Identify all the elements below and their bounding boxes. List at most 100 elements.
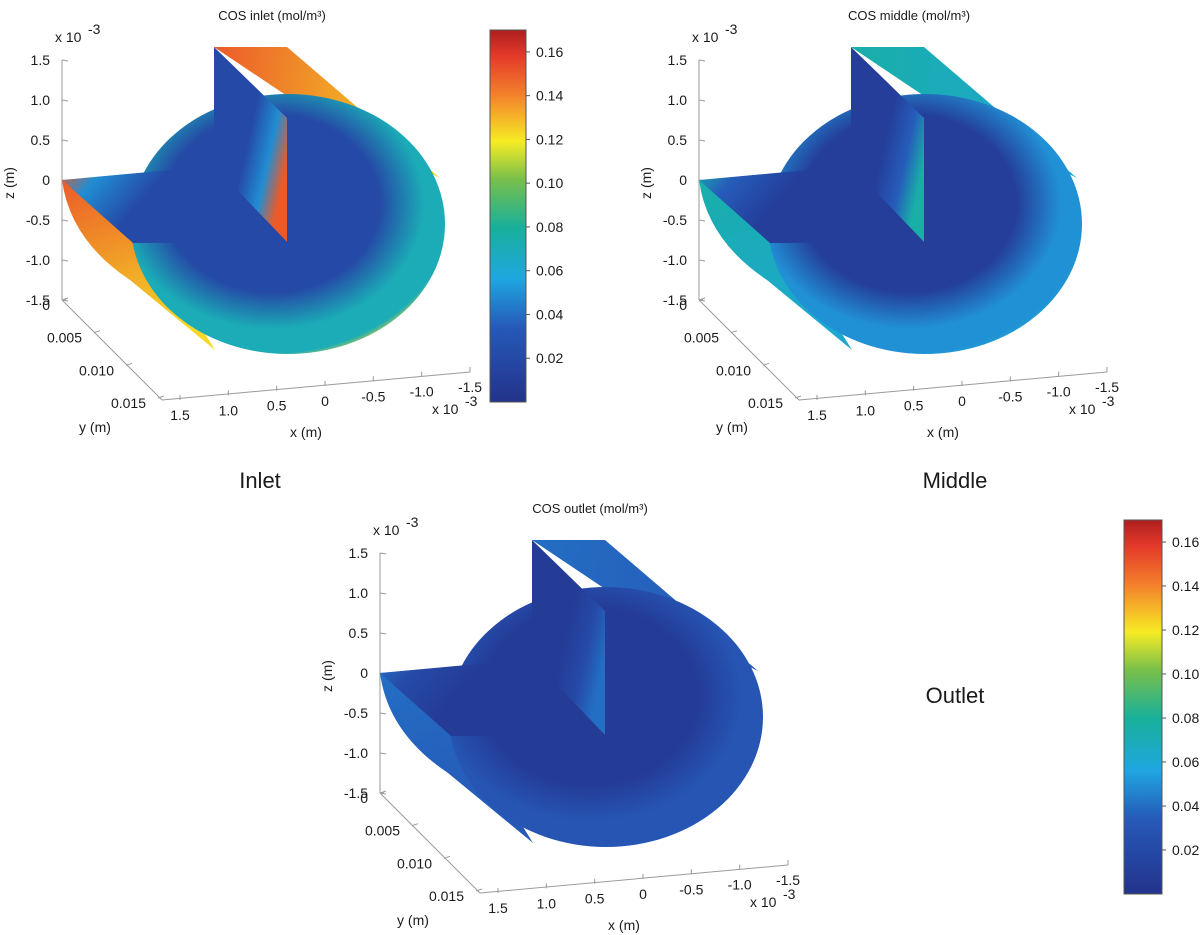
- z-tick-mark: [698, 219, 706, 222]
- z-tick-mark: [379, 592, 387, 595]
- y-tick-label: 0: [42, 297, 50, 313]
- x-scale-exponent: -3: [1102, 393, 1115, 409]
- cut-plane-horizontal: [699, 166, 924, 243]
- z-tick-mark: [61, 219, 69, 222]
- axis-line: [479, 864, 789, 894]
- y-tick-label: 0.010: [716, 362, 751, 378]
- y-tick-label: 0.015: [111, 395, 146, 411]
- z-axis-label: z (m): [319, 660, 335, 692]
- z-tick-mark: [698, 139, 706, 142]
- y-tick-mark: [698, 297, 706, 301]
- colorbar-tick-label: 0.16: [1172, 534, 1199, 550]
- y-tick-mark: [443, 855, 451, 859]
- z-scale-exponent: -3: [725, 21, 738, 37]
- y-tick-mark: [730, 330, 738, 334]
- y-axis-label: y (m): [397, 912, 429, 928]
- x-tick-label: -1.5: [1095, 379, 1119, 395]
- z-tick-mark: [379, 632, 387, 635]
- y-tick-mark: [61, 297, 69, 301]
- z-tick-label: 0.5: [668, 132, 688, 148]
- z-tick-label: 1.0: [349, 585, 369, 601]
- y-tick-label: 0.015: [429, 888, 464, 904]
- section-label: Inlet: [239, 468, 281, 493]
- colorbar-tick-label: 0.14: [1172, 578, 1199, 594]
- z-tick-mark: [698, 99, 706, 102]
- z-tick-label: -0.5: [663, 212, 687, 228]
- x-tick-label: 1.0: [856, 402, 876, 418]
- y-tick-mark: [379, 790, 387, 794]
- cylinder-surface: [699, 47, 1082, 354]
- y-tick-mark: [475, 888, 483, 892]
- x-tick-label: 0: [958, 393, 966, 409]
- z-axis-label: z (m): [1, 167, 17, 199]
- x-tick-label: 1.5: [488, 900, 508, 916]
- z-tick-label: 1.0: [31, 92, 51, 108]
- y-tick-mark: [411, 823, 419, 827]
- axis-line: [798, 371, 1108, 401]
- x-tick-label: -0.5: [361, 388, 385, 404]
- z-tick-mark: [379, 752, 387, 755]
- colorbar-tick-label: 0.06: [1172, 754, 1199, 770]
- z-tick-label: 0: [360, 665, 368, 681]
- colorbar-tick-label: 0.06: [536, 263, 563, 279]
- x-axis-label: x (m): [608, 917, 640, 933]
- axis-line: [61, 299, 163, 401]
- x-tick-label: 0.5: [585, 891, 605, 907]
- z-tick-mark: [61, 259, 69, 262]
- z-scale-label: x 10: [55, 29, 82, 45]
- y-tick-mark: [762, 362, 770, 366]
- y-tick-label: 0: [360, 790, 368, 806]
- z-tick-label: 0.5: [349, 625, 369, 641]
- x-tick-label: -0.5: [998, 388, 1022, 404]
- x-tick-label: -1.0: [1047, 384, 1071, 400]
- colorbar-tick-label: 0.10: [1172, 666, 1199, 682]
- z-tick-label: 0: [42, 172, 50, 188]
- z-tick-mark: [379, 712, 387, 715]
- axis-line: [698, 299, 800, 401]
- colorbar-tick-label: 0.04: [536, 306, 563, 322]
- colorbar-tick-label: 0.08: [536, 219, 563, 235]
- colorbar-tick-label: 0.16: [536, 44, 563, 60]
- colorbar: 0.16 0.14 0.12 0.10 0.08 0.06 0.04 0.02: [1123, 519, 1199, 895]
- x-scale-label: x 10: [1069, 401, 1096, 417]
- y-tick-mark: [157, 395, 165, 399]
- z-tick-label: 1.5: [668, 52, 688, 68]
- x-tick-label: 1.5: [170, 407, 190, 423]
- front-face: [768, 94, 1082, 354]
- z-scale-exponent: -3: [88, 21, 101, 37]
- z-axis-label: z (m): [638, 167, 654, 199]
- z-tick-mark: [61, 59, 69, 62]
- x-tick-label: -1.5: [776, 872, 800, 888]
- z-tick-mark: [698, 259, 706, 262]
- y-tick-label: 0.015: [748, 395, 783, 411]
- front-face: [449, 587, 763, 847]
- section-label: Middle: [923, 468, 988, 493]
- y-tick-mark: [794, 395, 802, 399]
- cut-plane-horizontal: [380, 659, 605, 736]
- x-tick-label: 1.0: [219, 402, 239, 418]
- z-tick-label: 0.5: [31, 132, 51, 148]
- cut-plane-horizontal: [62, 166, 287, 243]
- z-tick-label: -1.0: [663, 252, 687, 268]
- z-tick-label: 0: [679, 172, 687, 188]
- colorbar-tick-label: 0.10: [536, 175, 563, 191]
- x-scale-label: x 10: [432, 401, 459, 417]
- cylinder-surface: [62, 47, 445, 354]
- colorbar: 0.16 0.14 0.12 0.10 0.08 0.06 0.04 0.02: [489, 29, 563, 403]
- chart-title: COS inlet (mol/m³): [218, 8, 326, 23]
- z-scale-label: x 10: [692, 29, 719, 45]
- x-tick-label: -0.5: [679, 881, 703, 897]
- z-tick-label: -1.5: [26, 292, 50, 308]
- colorbar-tick-label: 0.08: [1172, 710, 1199, 726]
- colorbar-tick-label: 0.02: [536, 350, 563, 366]
- y-tick-mark: [93, 330, 101, 334]
- x-tick-label: 0.5: [267, 398, 287, 414]
- section-label: Outlet: [926, 683, 985, 708]
- x-tick-label: 1.5: [807, 407, 827, 423]
- cut-plane-vertical: [532, 540, 605, 735]
- z-tick-label: -1.5: [663, 292, 687, 308]
- z-tick-label: -1.0: [344, 745, 368, 761]
- y-tick-mark: [125, 362, 133, 366]
- x-tick-label: -1.0: [410, 384, 434, 400]
